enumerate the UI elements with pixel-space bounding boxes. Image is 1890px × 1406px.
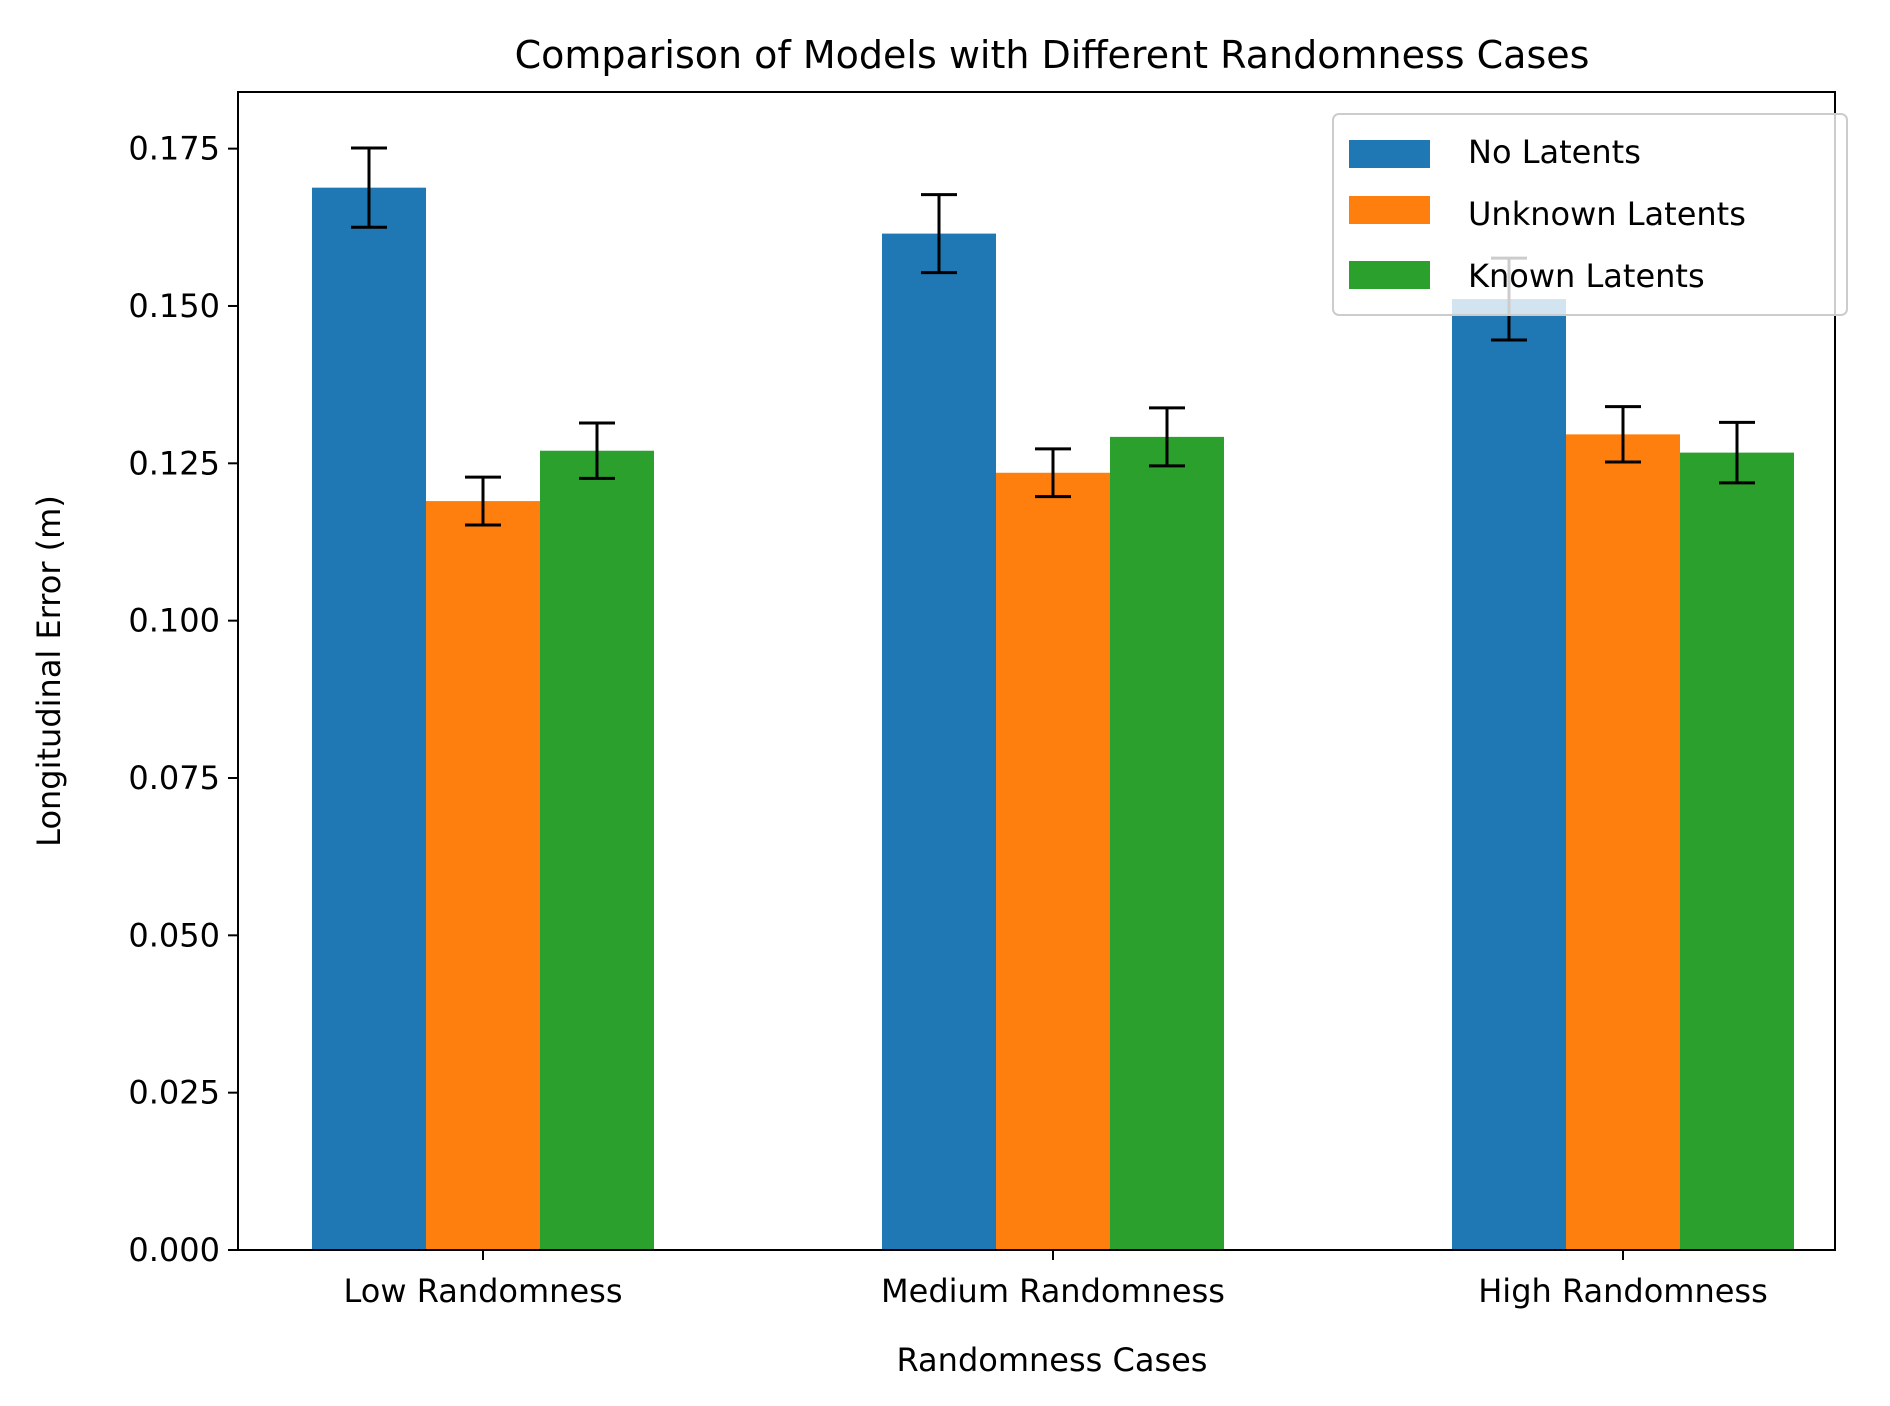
error-bar-no-latents-low-randomness (351, 146, 387, 229)
error-bar-unknown-latents-medium-randomness (1035, 447, 1071, 499)
bars-layer (312, 187, 1794, 1251)
plot-frame (237, 91, 1836, 1251)
legend: No Latents Unknown Latents Known Latents (1332, 113, 1848, 316)
y-tick-label: 0.150 (128, 287, 220, 325)
x-axis-label: Randomness Cases (897, 1341, 1208, 1379)
bar-no-latents-low-randomness (312, 187, 426, 1250)
bar-known-latents-medium-randomness (1110, 436, 1224, 1251)
bar-no-latents-high-randomness (1452, 299, 1566, 1250)
y-axis: 0.000 0.025 0.050 0.075 0.100 0.125 0.150 0.175 (128, 130, 238, 1269)
y-tick-label: 0.050 (128, 916, 220, 954)
x-tick-label: Low Randomness (344, 1272, 623, 1310)
y-tick-label: 0.075 (128, 759, 220, 797)
y-tick-label: 0.175 (128, 130, 220, 168)
legend-entry-known-latents: Known Latents (1349, 257, 1705, 295)
legend-label-no-latents: No Latents (1468, 133, 1641, 171)
error-bar-known-latents-low-randomness (579, 421, 615, 480)
x-axis: Low Randomness Medium Randomness High Rand… (344, 1250, 1768, 1310)
chart-title: Comparison of Models with Different Rand… (515, 33, 1590, 77)
x-tick-label: Medium Randomness (881, 1272, 1225, 1310)
error-bar-unknown-latents-low-randomness (465, 475, 501, 527)
legend-entry-no-latents: No Latents (1349, 133, 1641, 171)
bar-known-latents-high-randomness (1680, 452, 1794, 1250)
y-tick-label: 0.125 (128, 444, 220, 482)
legend-entry-unknown-latents: Unknown Latents (1349, 195, 1746, 233)
error-bar-known-latents-medium-randomness (1149, 406, 1185, 468)
bar-unknown-latents-low-randomness (426, 501, 540, 1251)
y-tick-label: 0.100 (128, 602, 220, 640)
error-bar-unknown-latents-high-randomness (1605, 405, 1641, 464)
error-bar-no-latents-medium-randomness (921, 193, 957, 275)
legend-box (1332, 113, 1848, 316)
y-tick-label: 0.000 (128, 1231, 220, 1269)
legend-swatch-no-latents (1349, 140, 1430, 168)
bar-no-latents-medium-randomness (882, 233, 996, 1250)
bar-unknown-latents-medium-randomness (996, 472, 1110, 1250)
legend-swatch-unknown-latents (1349, 196, 1430, 224)
x-tick-label: High Randomness (1478, 1272, 1768, 1310)
errorbars-layer (351, 146, 1755, 527)
bar-known-latents-low-randomness (540, 450, 654, 1250)
y-tick-label: 0.025 (128, 1074, 220, 1112)
legend-label-unknown-latents: Unknown Latents (1468, 195, 1746, 233)
legend-label-known-latents: Known Latents (1468, 257, 1705, 295)
legend-swatch-known-latents (1349, 261, 1430, 289)
bar-unknown-latents-high-randomness (1566, 434, 1680, 1250)
y-axis-label: Longitudinal Error (m) (30, 495, 68, 847)
error-bar-known-latents-high-randomness (1719, 420, 1755, 485)
